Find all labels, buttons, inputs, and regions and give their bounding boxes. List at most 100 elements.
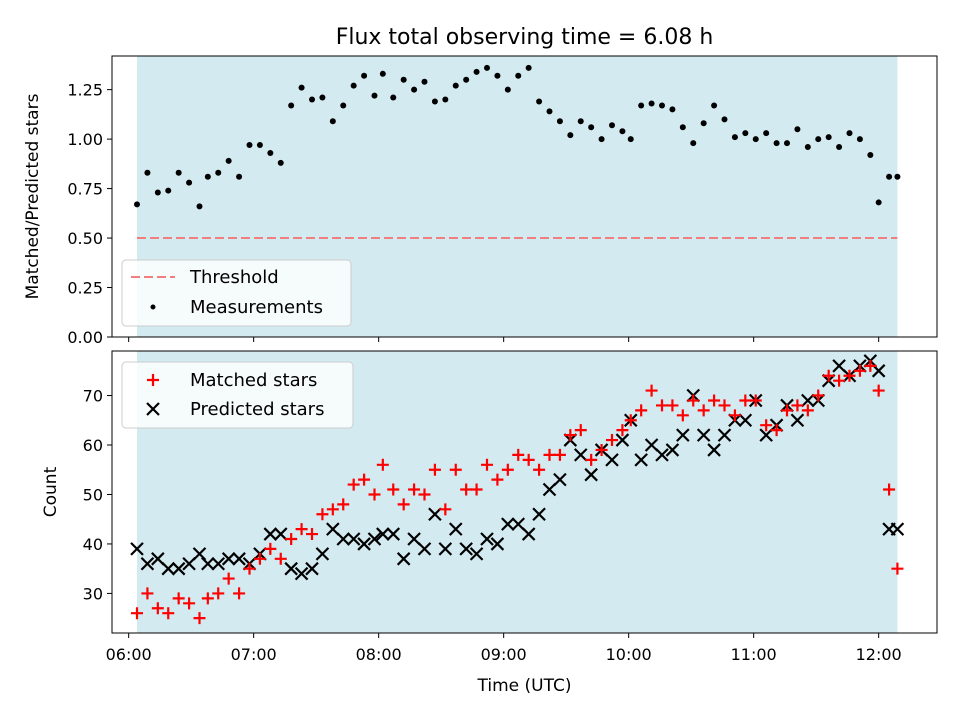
matched-star-point [141, 587, 154, 600]
matched-star-point [595, 443, 608, 456]
measurement-point [711, 102, 718, 109]
measurement-point [400, 76, 407, 83]
measurement-point [846, 130, 853, 137]
count-panel: 30 40 50 60 70 06:00 07:00 08:00 09:00 10:00 11:00… [41, 350, 938, 696]
legend-matched-swatch [147, 374, 159, 386]
measurement-point [350, 82, 357, 89]
x-tick-label: 08:00 [356, 645, 402, 664]
predicted-star-point [315, 547, 330, 561]
matched-star-point [574, 424, 587, 437]
matched-star-point [491, 473, 504, 486]
predicted-star-point [832, 359, 846, 373]
measurement-point [246, 142, 253, 149]
measurement-point [256, 142, 263, 149]
measurement-point [144, 169, 151, 176]
measurement-point [700, 120, 707, 127]
measurement-point [309, 96, 315, 103]
predicted-star-point [192, 547, 207, 561]
measurement-point [627, 136, 634, 143]
matched-star-point [449, 463, 462, 476]
matched-star-point [151, 602, 164, 615]
top-legend: Threshold Measurements [121, 259, 352, 327]
predicted-star-point [438, 542, 453, 556]
matched-star-point [428, 463, 441, 476]
matched-star-point [183, 597, 196, 610]
matched-star-point [749, 394, 762, 407]
measurement-point [588, 124, 595, 131]
measurement-point [598, 136, 605, 143]
x-tick-label: 06:00 [106, 645, 152, 664]
predicted-star-point [263, 527, 278, 541]
matched-star-point [656, 399, 668, 412]
predicted-star-point [696, 428, 711, 442]
predicted-star-point [676, 428, 690, 442]
predicted-star-point [376, 527, 390, 541]
measurement-point [867, 151, 874, 158]
matched-star-point [274, 552, 287, 565]
matched-star-point [285, 533, 298, 545]
x-axis-label: Time (UTC) [477, 676, 572, 696]
matched-star-point [564, 429, 577, 442]
predicted-star-point [890, 522, 905, 536]
measurement-point [196, 203, 203, 210]
predicted-star-point [707, 443, 721, 457]
matched-star-point [439, 503, 452, 516]
measurement-point [390, 94, 397, 101]
measurement-point [825, 134, 832, 141]
measurement-point [371, 92, 378, 99]
bottom-y-tick-label: 50 [83, 485, 103, 504]
measurement-point [856, 136, 863, 143]
measurement-point [463, 76, 470, 83]
measurement-point [836, 144, 843, 151]
predicted-star-point [357, 537, 371, 551]
predicted-star-point [644, 438, 659, 452]
matched-star-point [233, 587, 246, 600]
matched-star-point [543, 448, 556, 461]
measurement-point [340, 102, 347, 109]
measurement-point [894, 173, 901, 180]
measurement-point [421, 78, 428, 85]
bottom-y-tick-label: 40 [83, 535, 103, 554]
matched-star-point [616, 424, 629, 437]
predicted-star-point [396, 552, 411, 566]
predicted-star-point [480, 532, 494, 546]
measurement-point [236, 173, 243, 180]
predicted-star-point [738, 413, 753, 428]
predicted-star-point [801, 393, 815, 408]
ratio-panel: 0.00 0.25 0.50 0.75 1.00 1.25 Matched/Predict… [23, 55, 938, 347]
measurement-point [546, 108, 553, 115]
predicted-star-point [367, 532, 382, 546]
predicted-star-point [221, 552, 236, 566]
matched-star-point [853, 364, 866, 377]
x-tick-label: 11:00 [731, 645, 777, 664]
bottom-y-axis-label: Count [41, 466, 61, 517]
top-y-tick-label: 0.00 [67, 328, 103, 347]
matched-star-point [687, 394, 700, 407]
matched-star-point [295, 523, 308, 536]
measurement-point [752, 136, 759, 143]
measurement-point [731, 134, 738, 141]
predicted-star-point [511, 517, 526, 531]
measurement-point [277, 159, 284, 166]
measurement-point [319, 94, 326, 101]
measurement-point [134, 201, 140, 208]
matched-star-point [212, 587, 225, 600]
matched-star-point [222, 572, 235, 585]
matched-star-point [666, 399, 679, 412]
measurement-point [690, 140, 697, 147]
measurement-point [556, 118, 563, 125]
matched-star-point [306, 528, 318, 541]
matched-star-point [408, 483, 421, 496]
matched-star-point [585, 453, 598, 466]
matched-star-point [460, 483, 473, 496]
top-y-tick-label: 0.75 [67, 180, 103, 199]
matched-star-point [624, 414, 637, 427]
predicted-star-point [326, 522, 340, 536]
predicted-star-point [417, 542, 432, 556]
matched-star-point [728, 409, 741, 422]
x-tick-label: 07:00 [231, 645, 277, 664]
measurement-point [186, 179, 193, 186]
matched-star-point [131, 607, 143, 620]
chart-title: Flux total observing time = 6.08 h [336, 25, 714, 50]
